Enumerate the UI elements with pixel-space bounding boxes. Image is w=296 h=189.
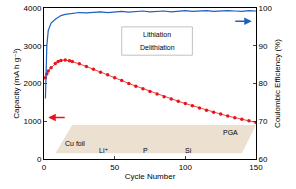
svg-text:Cu foil: Cu foil [65,140,85,147]
svg-text:1000: 1000 [24,117,42,126]
svg-text:80: 80 [259,79,268,88]
svg-text:Cycle Number: Cycle Number [125,172,176,181]
svg-text:4000: 4000 [24,4,42,13]
svg-text:Delithiation: Delithiation [140,44,175,51]
svg-text:90: 90 [259,42,268,51]
svg-text:100: 100 [179,163,193,172]
svg-text:P: P [143,147,148,154]
svg-text:70: 70 [259,117,268,126]
svg-text:0: 0 [42,163,47,172]
svg-text:100: 100 [259,4,273,13]
svg-text:50: 50 [110,163,119,172]
svg-text:0: 0 [37,155,42,164]
svg-text:Lithiation: Lithiation [143,31,171,38]
svg-text:150: 150 [249,163,263,172]
svg-text:Coulombic Efficiency (%): Coulombic Efficiency (%) [273,39,282,128]
svg-text:Capacity (mA h g⁻¹): Capacity (mA h g⁻¹) [12,48,21,119]
svg-text:Si: Si [185,147,192,154]
svg-text:60: 60 [259,155,268,164]
svg-text:PGA: PGA [223,129,238,136]
svg-text:Li⁺: Li⁺ [99,147,108,154]
svg-text:3000: 3000 [24,42,42,51]
svg-text:2000: 2000 [24,79,42,88]
